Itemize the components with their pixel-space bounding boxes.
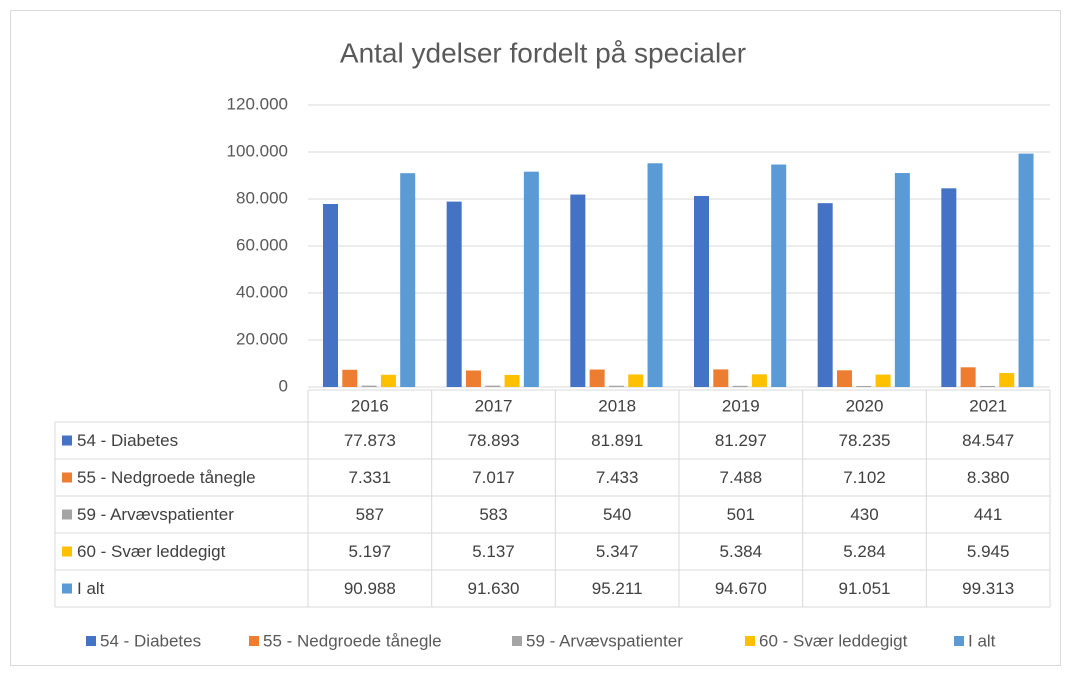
table-cell: 430 <box>850 505 878 524</box>
legend-label: 54 - Diabetes <box>100 631 201 650</box>
table-cell: 84.547 <box>962 431 1014 450</box>
table-cell: 90.988 <box>344 579 396 598</box>
bar <box>342 369 358 387</box>
x-tick-label: 2019 <box>722 396 760 415</box>
legend-key <box>62 583 72 594</box>
row-label: 60 - Svær leddegigt <box>77 542 226 561</box>
legend-key <box>745 636 755 646</box>
legend-key <box>62 546 72 557</box>
bar <box>446 201 462 387</box>
bar <box>732 385 748 387</box>
table-cell: 7.331 <box>349 468 392 487</box>
x-tick-label: 2016 <box>351 396 389 415</box>
table-cell: 8.380 <box>967 468 1010 487</box>
table-cell: 540 <box>603 505 631 524</box>
table-cell: 7.017 <box>472 468 515 487</box>
table-cell: 5.347 <box>596 542 639 561</box>
bar <box>647 163 663 387</box>
table-cell: 5.137 <box>472 542 515 561</box>
legend-label: 60 - Svær leddegigt <box>759 631 908 650</box>
bar <box>999 373 1015 387</box>
y-tick-label: 120.000 <box>227 94 288 113</box>
bar <box>523 171 539 387</box>
bar <box>628 374 644 387</box>
bar <box>589 369 605 387</box>
y-tick-label: 100.000 <box>227 141 288 160</box>
chart-title: Antal ydelser fordelt på specialer <box>340 37 746 68</box>
table-cell: 94.670 <box>715 579 767 598</box>
bar <box>713 369 729 387</box>
table-cell: 95.211 <box>592 579 643 598</box>
row-label: 55 - Nedgroede tånegle <box>77 468 256 487</box>
table-cell: 81.891 <box>591 431 643 450</box>
row-label: 54 - Diabetes <box>77 431 178 450</box>
bar <box>856 385 872 387</box>
table-cell: 78.235 <box>839 431 891 450</box>
bar <box>361 385 377 387</box>
legend-label: 55 - Nedgroede tånegle <box>263 631 442 650</box>
legend-label: I alt <box>968 631 996 650</box>
y-tick-label: 0 <box>279 376 288 395</box>
table-cell: 501 <box>727 505 755 524</box>
bar <box>323 203 338 387</box>
bar <box>771 164 787 387</box>
table-cell: 99.313 <box>962 579 1014 598</box>
y-tick-label: 20.000 <box>236 329 288 348</box>
bar <box>836 370 852 387</box>
bar <box>694 195 709 387</box>
bar <box>751 374 767 387</box>
table-cell: 7.488 <box>720 468 763 487</box>
bar <box>979 385 995 387</box>
legend-key <box>954 636 964 646</box>
table-cell: 5.945 <box>967 542 1010 561</box>
table-cell: 91.630 <box>468 579 520 598</box>
table-cell: 7.433 <box>596 468 639 487</box>
table-cell: 81.297 <box>715 431 767 450</box>
table-cell: 78.893 <box>468 431 520 450</box>
y-tick-label: 40.000 <box>236 282 288 301</box>
row-label: I alt <box>77 579 105 598</box>
x-tick-label: 2020 <box>846 396 884 415</box>
bar <box>941 188 957 387</box>
y-tick-label: 60.000 <box>236 235 288 254</box>
legend-key <box>62 509 72 520</box>
bar <box>504 374 520 387</box>
legend-key <box>62 435 72 446</box>
bar <box>465 370 481 387</box>
table-cell: 583 <box>479 505 507 524</box>
row-label: 59 - Arvævspatienter <box>77 505 234 524</box>
table-cell: 77.873 <box>344 431 396 450</box>
bar <box>485 385 501 387</box>
bar <box>817 203 833 387</box>
legend-label: 59 - Arvævspatienter <box>526 631 683 650</box>
table-cell: 5.384 <box>720 542 763 561</box>
bar <box>960 367 976 387</box>
bar <box>894 173 910 387</box>
bar <box>608 385 624 387</box>
table-cell: 587 <box>356 505 384 524</box>
table-cell: 91.051 <box>839 579 891 598</box>
bar <box>875 374 891 387</box>
x-tick-label: 2018 <box>598 396 636 415</box>
table-cell: 5.284 <box>843 542 886 561</box>
bar <box>380 374 396 387</box>
x-tick-label: 2017 <box>475 396 513 415</box>
table-cell: 5.197 <box>349 542 392 561</box>
table-cell: 441 <box>974 505 1002 524</box>
bar <box>1018 153 1034 387</box>
bar <box>570 194 586 387</box>
legend-key <box>249 636 259 646</box>
legend-key <box>62 472 72 483</box>
table-cell: 7.102 <box>843 468 886 487</box>
legend-key <box>86 636 96 646</box>
bar <box>400 173 416 387</box>
x-tick-label: 2021 <box>969 396 1007 415</box>
y-tick-label: 80.000 <box>236 188 288 207</box>
legend-key <box>512 636 522 646</box>
